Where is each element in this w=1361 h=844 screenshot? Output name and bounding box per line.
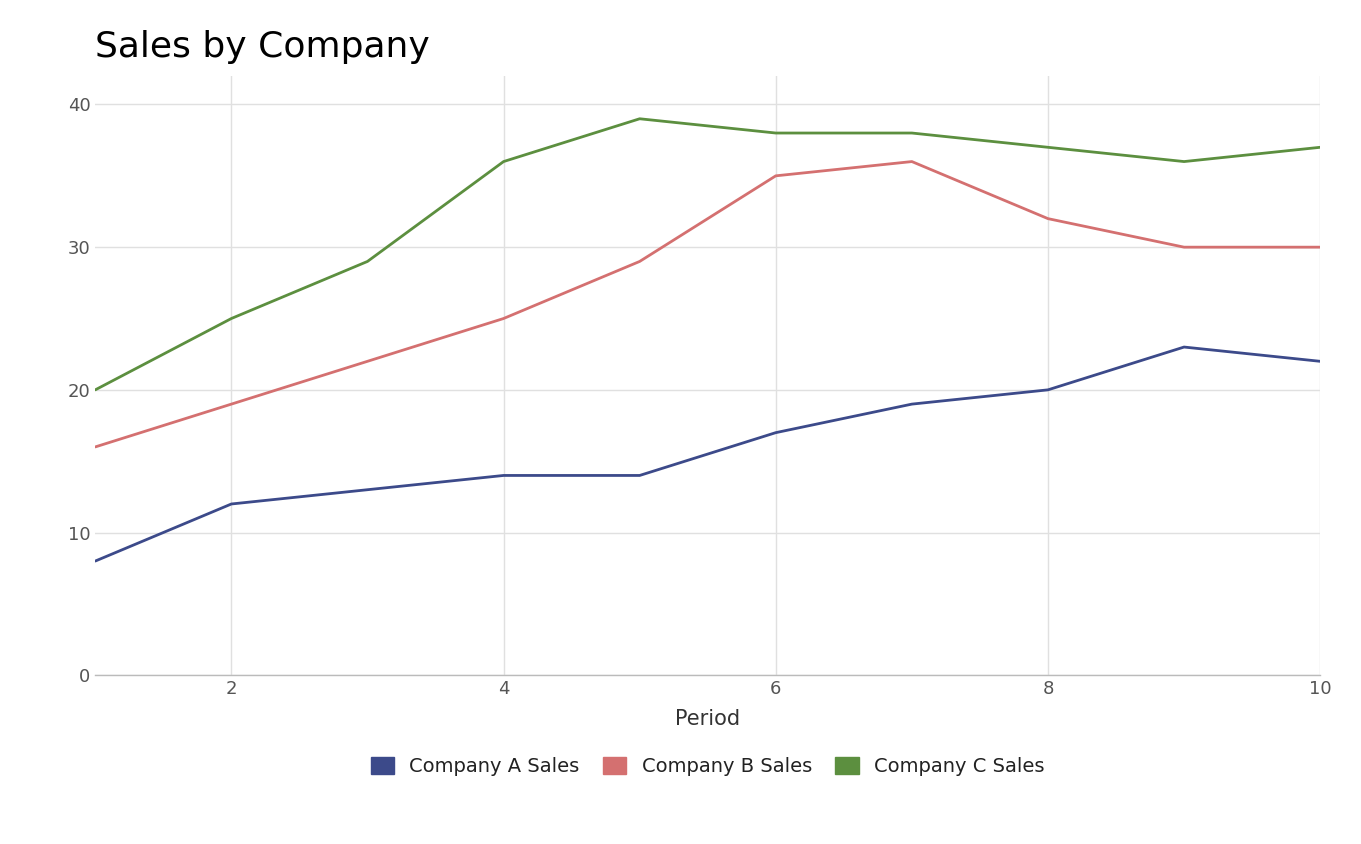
Text: Sales by Company: Sales by Company (95, 30, 430, 63)
X-axis label: Period: Period (675, 709, 740, 729)
Legend: Company A Sales, Company B Sales, Company C Sales: Company A Sales, Company B Sales, Compan… (370, 757, 1045, 776)
